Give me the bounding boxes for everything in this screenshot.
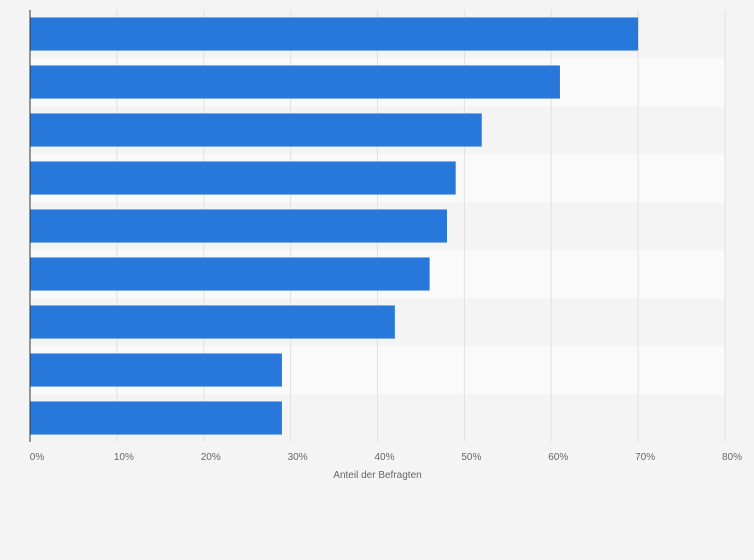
x-tick-labels: 0% 10% 20% 30% 40% 50% 60% 70% 80% (30, 452, 742, 463)
bar[interactable] (30, 209, 447, 243)
bar[interactable] (30, 65, 560, 99)
x-tick-label: 30% (288, 452, 308, 463)
x-tick-label: 50% (461, 452, 481, 463)
x-tick-label: 60% (548, 452, 568, 463)
bars (30, 17, 639, 435)
bar[interactable] (30, 305, 395, 339)
x-tick-label: 40% (374, 452, 394, 463)
x-tick-label: 20% (201, 452, 221, 463)
bar[interactable] (30, 161, 456, 195)
bar[interactable] (30, 113, 482, 147)
bar[interactable] (30, 353, 282, 387)
bar[interactable] (30, 401, 282, 435)
bar[interactable] (30, 257, 430, 291)
x-tick-label: 0% (30, 452, 45, 463)
bar[interactable] (30, 17, 639, 51)
x-tick-label: 10% (114, 452, 134, 463)
x-tick-label: 70% (635, 452, 655, 463)
x-tick-label: 80% (722, 452, 742, 463)
x-axis-title: Anteil der Befragten (333, 470, 421, 481)
